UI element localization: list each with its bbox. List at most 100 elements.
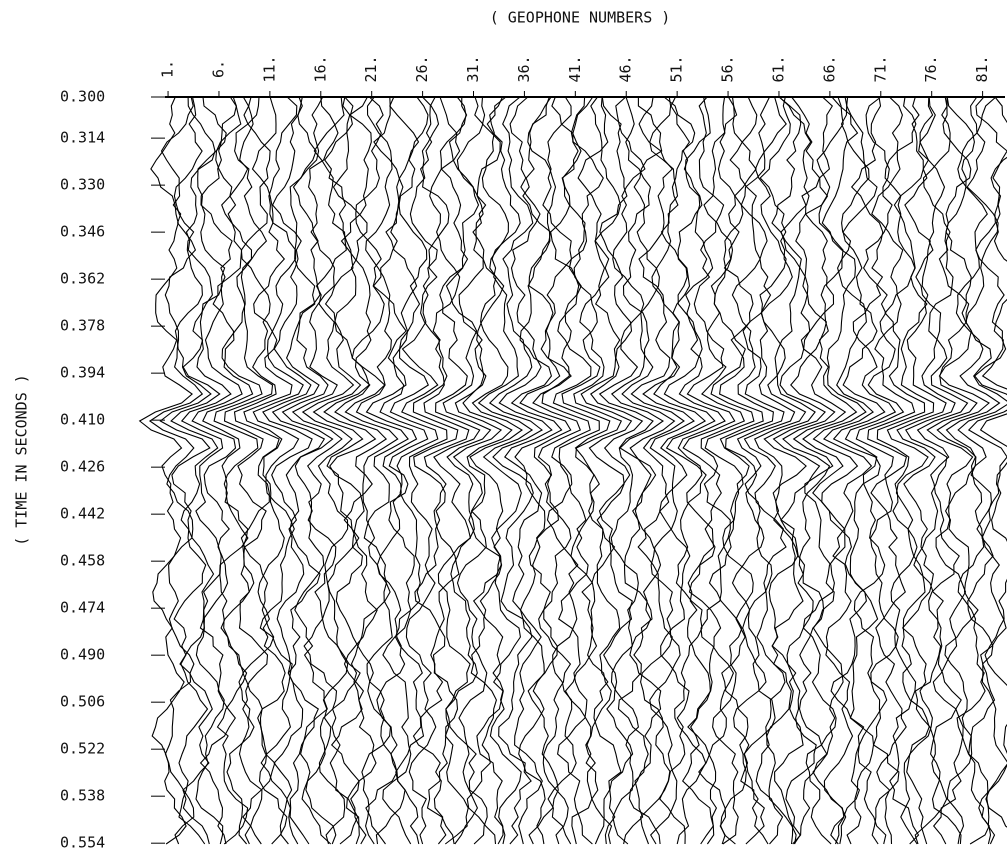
x-tick-label: 61.	[769, 55, 787, 82]
trace	[782, 96, 836, 845]
trace	[743, 96, 796, 845]
trace	[867, 96, 916, 845]
y-tick-label: 0.506	[60, 693, 105, 711]
trace	[725, 96, 774, 845]
x-tick-label: 21.	[362, 55, 380, 82]
y-tick-label: 0.346	[60, 223, 105, 241]
y-tick-label: 0.474	[60, 599, 105, 617]
x-tick-label: 46.	[617, 55, 635, 82]
trace	[462, 96, 513, 845]
y-tick-label: 0.314	[60, 129, 105, 147]
x-tick-label: 51.	[668, 55, 686, 82]
y-tick-label: 0.554	[60, 834, 105, 852]
x-tick-label: 66.	[820, 55, 838, 82]
trace	[926, 96, 978, 845]
trace	[904, 96, 956, 845]
trace	[802, 96, 858, 845]
trace	[223, 96, 274, 845]
trace	[590, 96, 644, 845]
x-axis-title: ( GEOPHONE NUMBERS )	[490, 9, 671, 27]
trace	[552, 96, 600, 845]
y-tick-label: 0.522	[60, 740, 105, 758]
x-tick-label: 11.	[260, 55, 278, 82]
trace	[698, 96, 746, 845]
trace	[334, 96, 388, 845]
trace	[213, 96, 263, 845]
trace	[281, 96, 334, 845]
y-tick-label: 0.538	[60, 787, 105, 805]
trace	[896, 96, 947, 845]
x-tick-label: 41.	[566, 55, 584, 82]
trace	[772, 96, 826, 845]
trace	[653, 96, 707, 845]
y-tick-label: 0.362	[60, 270, 105, 288]
trace	[138, 96, 193, 845]
trace	[832, 96, 886, 845]
trace	[252, 96, 304, 845]
trace	[763, 96, 816, 845]
trace	[469, 96, 524, 845]
y-tick-label: 0.300	[60, 88, 105, 106]
y-tick-label: 0.426	[60, 458, 105, 476]
y-tick-label: 0.410	[60, 411, 105, 429]
trace	[365, 96, 418, 845]
trace	[844, 96, 897, 845]
trace	[792, 96, 847, 845]
trace	[423, 96, 470, 845]
x-tick-label: 71.	[871, 55, 889, 82]
trace	[159, 96, 212, 845]
trace	[291, 96, 343, 845]
x-tick-label: 1.	[159, 60, 177, 78]
trace	[736, 96, 785, 845]
trace	[876, 96, 926, 845]
x-tick-label: 26.	[413, 55, 431, 82]
trace	[677, 96, 726, 845]
trace	[598, 96, 654, 845]
trace	[488, 96, 543, 845]
trace	[452, 96, 503, 845]
y-tick-label: 0.442	[60, 505, 105, 523]
trace	[812, 96, 867, 845]
trace	[510, 96, 563, 845]
trace	[580, 96, 633, 845]
x-tick-label: 6.	[209, 60, 227, 78]
y-tick-label: 0.458	[60, 552, 105, 570]
y-tick-label: 0.490	[60, 646, 105, 664]
trace	[519, 96, 572, 845]
trace	[610, 96, 665, 845]
trace	[621, 97, 676, 845]
trace	[412, 96, 459, 845]
y-tick-label: 0.394	[60, 364, 105, 382]
trace	[642, 96, 695, 845]
trace	[389, 96, 439, 845]
trace	[561, 96, 611, 845]
trace	[663, 96, 716, 845]
trace	[477, 96, 534, 845]
trace	[433, 96, 481, 845]
trace	[202, 96, 254, 845]
trace	[323, 96, 377, 845]
trace	[945, 96, 1001, 845]
trace	[498, 96, 553, 845]
trace	[704, 96, 755, 845]
trace	[886, 96, 935, 845]
trace	[401, 96, 448, 845]
trace	[753, 96, 807, 845]
x-tick-label: 16.	[311, 55, 329, 82]
y-axis-title: ( TIME IN SECONDS )	[13, 374, 31, 546]
trace	[541, 96, 591, 845]
trace	[719, 96, 764, 845]
trace	[967, 96, 1007, 845]
trace	[301, 96, 355, 845]
y-tick-label: 0.378	[60, 317, 105, 335]
traces	[138, 96, 1007, 845]
x-tick-label: 76.	[922, 55, 940, 82]
x-tick-label: 81.	[973, 55, 991, 82]
trace	[148, 96, 204, 845]
trace	[532, 96, 582, 845]
x-tick-label: 56.	[719, 55, 737, 82]
x-tick-label: 31.	[464, 55, 482, 82]
trace	[682, 96, 736, 845]
